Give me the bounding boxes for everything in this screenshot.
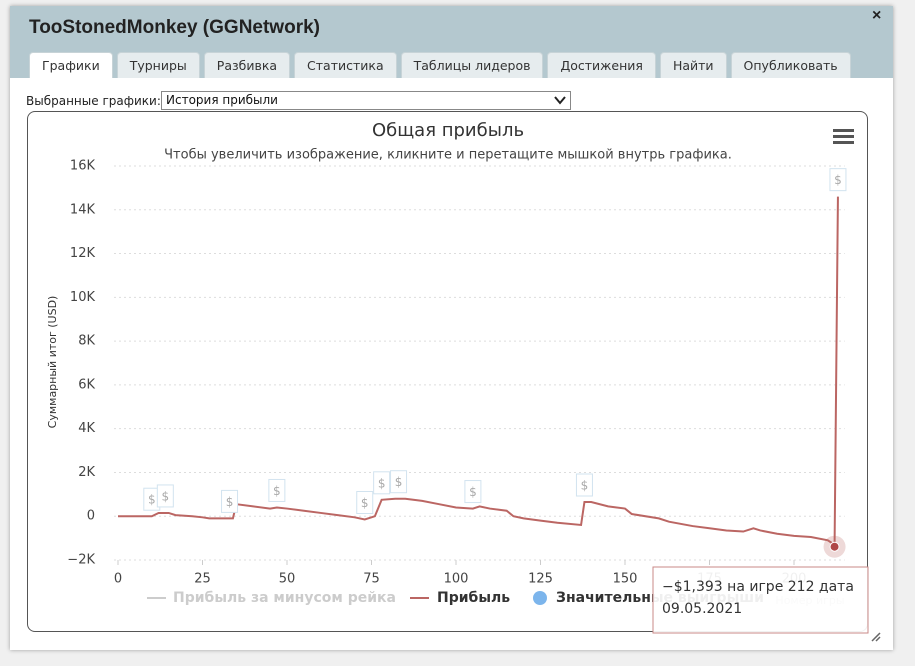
flag-label: $ [161, 489, 169, 503]
x-tick-label: 100 [444, 572, 469, 587]
y-tick-label: 6K [78, 377, 95, 392]
select-value: История прибыли [166, 93, 278, 107]
flag-box [268, 478, 286, 502]
tab[interactable]: Опубликовать [730, 52, 851, 78]
hover-point [829, 541, 840, 552]
tab[interactable]: Найти [659, 52, 727, 78]
tab[interactable]: Достижения [547, 52, 656, 78]
x-tick-label: 0 [114, 572, 122, 587]
flag-box [464, 480, 482, 504]
big-win-flag: $ [268, 478, 286, 502]
chart-subtitle: Чтобы увеличить изображение, кликните и … [164, 148, 732, 163]
big-win-flag: $ [156, 484, 174, 508]
x-tick-label: 75 [363, 572, 380, 587]
dialog-title: TooStonedMonkey (GGNetwork) [29, 17, 320, 38]
chart-select[interactable]: История прибыли [161, 91, 571, 110]
flag-label: $ [148, 493, 156, 507]
flag-box [221, 489, 239, 513]
y-tick-label: 0 [87, 509, 95, 524]
tab[interactable]: Турниры [116, 52, 200, 78]
flag-label: $ [378, 476, 386, 490]
resize-handle[interactable] [871, 632, 881, 642]
flag-label: $ [273, 484, 281, 498]
legend-label[interactable]: Прибыль за минусом рейка [173, 590, 396, 606]
y-tick-label: 10K [70, 290, 96, 305]
tab-bar: Графики Турниры Разбивка Статистика Таблицы … [29, 52, 851, 78]
flag-box [829, 168, 847, 192]
big-win-flag: $ [373, 471, 391, 495]
y-axis-label: Суммарный итог (USD) [46, 296, 59, 429]
big-win-flag: $ [575, 473, 593, 497]
tooltip-box [652, 566, 869, 634]
x-tick-label: 125 [528, 572, 553, 587]
big-win-flag: $ [464, 480, 482, 504]
select-label: Выбранные графики: [26, 94, 161, 108]
x-tick-label: 25 [194, 572, 211, 587]
tab[interactable]: Статистика [294, 52, 397, 78]
dialog: TooStonedMonkey (GGNetwork) × Графики Тур… [10, 6, 893, 650]
big-win-flag: $ [356, 491, 374, 515]
chart-box [27, 111, 868, 632]
y-tick-label: 14K [70, 202, 96, 217]
y-tick-label: 16K [70, 159, 96, 174]
y-tick-label: 4K [78, 421, 95, 436]
flag-label: $ [361, 496, 369, 510]
flag-box [373, 471, 391, 495]
flag-box [356, 491, 374, 515]
profit-line [118, 196, 839, 550]
legend-label[interactable]: Прибыль [437, 590, 510, 606]
big-win-flag: $ [390, 470, 408, 494]
flag-label: $ [226, 495, 234, 509]
y-tick-label: 12K [70, 246, 96, 261]
dropdown-arrow [554, 96, 566, 105]
legend-symbol [533, 591, 547, 605]
flag-box [575, 473, 593, 497]
tooltip-text: 09.05.2021 [662, 601, 742, 617]
flag-box [156, 484, 174, 508]
flag-box [390, 470, 408, 494]
tab[interactable]: Графики [29, 52, 113, 78]
tab[interactable]: Таблицы лидеров [400, 52, 544, 78]
chart-title: Общая прибыль [372, 120, 524, 141]
tab[interactable]: Разбивка [203, 52, 291, 78]
flag-label: $ [395, 475, 403, 489]
y-tick-label: −2K [67, 553, 95, 568]
big-win-flag: $ [221, 489, 239, 513]
tooltip-text: −$1,393 на игре 212 дата [662, 579, 854, 595]
flag-label: $ [834, 173, 842, 187]
flag-label: $ [581, 478, 589, 492]
flag-label: $ [469, 485, 477, 499]
menu-icon[interactable] [833, 129, 854, 144]
y-tick-label: 2K [78, 465, 95, 480]
x-tick-label: 150 [613, 572, 638, 587]
close-button[interactable]: × [872, 7, 882, 24]
x-tick-label: 50 [279, 572, 296, 587]
y-tick-label: 8K [78, 334, 95, 349]
big-win-flag: $ [829, 168, 847, 192]
